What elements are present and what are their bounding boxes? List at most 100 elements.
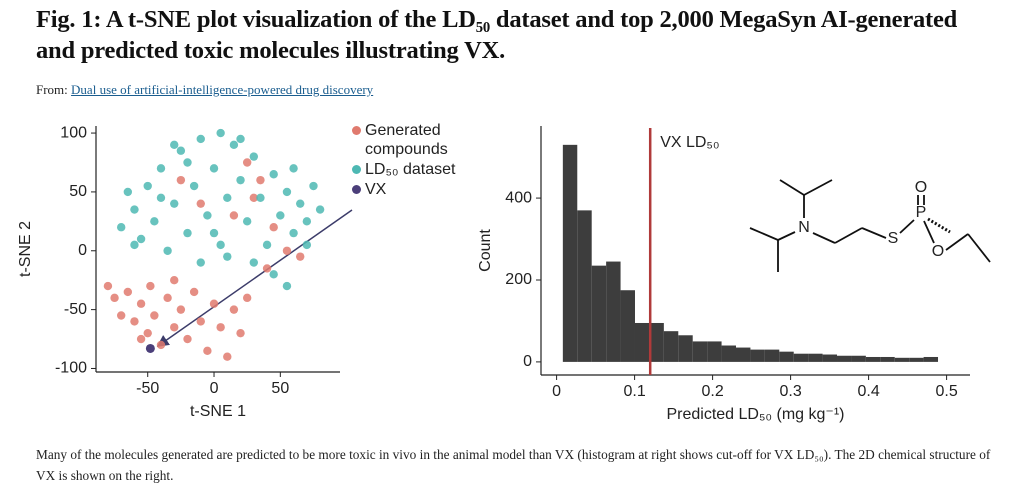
point: [170, 140, 179, 150]
bar: [793, 353, 809, 362]
point: [242, 293, 252, 303]
point: [130, 240, 139, 250]
point: [223, 352, 232, 361]
bar: [606, 261, 621, 362]
point: [262, 240, 272, 250]
point: [236, 175, 245, 185]
x-tick-label: 0.1: [623, 383, 645, 400]
point: [249, 258, 259, 267]
y-axis-label: Count: [477, 229, 494, 272]
point: [196, 258, 205, 267]
point: [176, 146, 186, 155]
atom-label: S: [888, 230, 899, 247]
atom-label: N: [798, 219, 810, 236]
point: [209, 164, 219, 173]
point: [145, 343, 155, 353]
scatter-series: [116, 128, 325, 291]
x-tick-label: -50: [136, 380, 159, 397]
point: [282, 187, 292, 197]
point: [136, 299, 146, 308]
scatter-series: [145, 343, 155, 353]
x-tick-label: 0.3: [779, 383, 801, 400]
point: [289, 164, 298, 173]
point: [150, 217, 159, 226]
bar: [837, 355, 852, 362]
point: [223, 193, 232, 202]
x-tick-label: 50: [271, 380, 289, 397]
bar: [822, 354, 838, 362]
y-tick-label: 0: [78, 242, 87, 259]
x-tick-label: 0: [210, 380, 219, 397]
bar: [851, 355, 866, 362]
x-tick-label: 0.4: [857, 383, 879, 400]
bar: [692, 341, 708, 362]
vx-arrow: [156, 209, 353, 347]
point: [269, 223, 278, 232]
point: [183, 158, 192, 167]
source-link[interactable]: Dual use of artificial-intelligence-powe…: [71, 82, 374, 97]
point: [156, 193, 166, 202]
point: [123, 187, 133, 197]
point: [242, 217, 252, 226]
bar: [764, 349, 780, 362]
x-tick-label: 0.5: [935, 383, 957, 400]
point: [296, 199, 305, 208]
bar: [721, 345, 736, 362]
point: [136, 234, 146, 244]
point: [236, 134, 245, 144]
legend-label: VX: [365, 181, 387, 198]
bar: [562, 144, 578, 362]
y-tick-label: -50: [64, 301, 87, 318]
point: [302, 217, 312, 226]
bar: [779, 351, 794, 362]
y-tick-label: 0: [523, 353, 532, 370]
point: [123, 287, 133, 297]
point: [223, 252, 232, 261]
point: [196, 134, 205, 144]
point: [143, 328, 152, 338]
point: [236, 328, 245, 338]
legend-label: Generated compounds: [365, 122, 448, 158]
bar: [923, 356, 939, 362]
legend-marker: [352, 185, 361, 194]
point: [150, 311, 159, 320]
point: [176, 305, 186, 314]
legend-marker: [352, 165, 361, 174]
bar: [663, 331, 679, 362]
atom-label: P: [916, 204, 927, 221]
x-tick-label: 0: [552, 383, 561, 400]
point: [209, 228, 219, 238]
threshold-label: VX LD₅₀: [660, 134, 719, 151]
scatter-series: [103, 158, 305, 361]
bar: [707, 341, 722, 362]
legend-marker: [352, 126, 361, 135]
point: [189, 181, 199, 191]
point: [116, 311, 126, 320]
y-tick-label: 100: [60, 124, 87, 141]
x-axis-label: Predicted LD₅₀ (mg kg⁻¹): [666, 406, 844, 423]
bar: [808, 353, 823, 362]
bar: [736, 347, 751, 362]
point: [163, 246, 172, 255]
y-tick-label: 400: [505, 189, 532, 206]
atom-label: O: [932, 243, 944, 260]
point: [296, 252, 305, 261]
source-prefix: From:: [36, 82, 68, 97]
x-tick-label: 0.2: [701, 383, 723, 400]
point: [163, 293, 172, 303]
y-axis-label: t-SNE 2: [17, 221, 34, 277]
bar: [894, 357, 910, 362]
point: [216, 323, 225, 332]
legend-entry: VX: [350, 180, 475, 199]
point: [170, 323, 179, 332]
point: [249, 152, 259, 161]
point: [289, 228, 298, 238]
bar: [620, 290, 635, 362]
bar: [750, 349, 765, 362]
point: [309, 181, 318, 191]
point: [156, 164, 166, 173]
point: [269, 270, 278, 279]
vx-structure: [749, 179, 991, 272]
